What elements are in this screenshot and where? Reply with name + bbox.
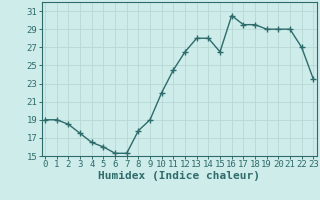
- X-axis label: Humidex (Indice chaleur): Humidex (Indice chaleur): [98, 171, 260, 181]
